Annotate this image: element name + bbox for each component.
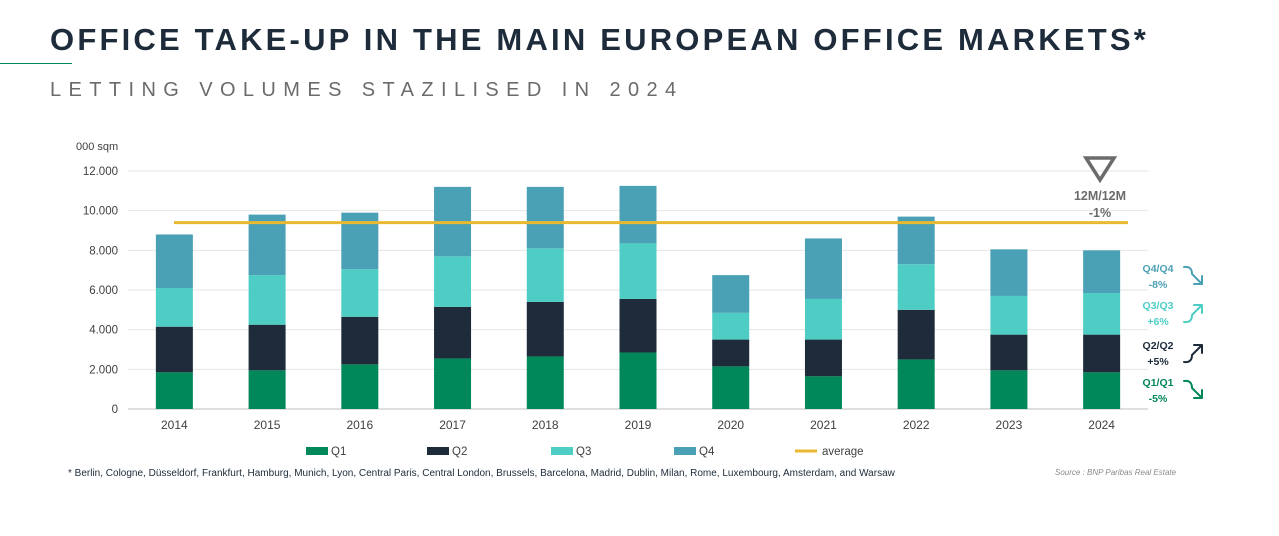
bar-segment-q1 bbox=[619, 352, 657, 409]
trend-down-arrow-icon bbox=[1183, 379, 1203, 399]
y-tick-label: 6.000 bbox=[89, 285, 118, 297]
total-change-value: -1% bbox=[1089, 206, 1111, 220]
bar-segment-q3 bbox=[619, 243, 657, 299]
bar-segment-q4 bbox=[619, 185, 657, 244]
bar-segment-q2 bbox=[526, 301, 564, 357]
y-tick-label: 2.000 bbox=[89, 364, 118, 376]
trend-up-arrow-icon bbox=[1183, 304, 1203, 324]
legend-label: Q4 bbox=[699, 446, 715, 458]
x-tick-label: 2019 bbox=[625, 418, 652, 432]
bar-segment-q3 bbox=[155, 288, 193, 327]
bar-segment-q1 bbox=[155, 372, 193, 409]
quarter-change-value: +5% bbox=[1147, 356, 1169, 368]
legend-label: Q3 bbox=[576, 446, 591, 458]
legend-swatch-q2 bbox=[427, 447, 449, 455]
bar-segment-q4 bbox=[897, 216, 935, 265]
y-axis-unit-label: 000 sqm bbox=[76, 141, 118, 153]
quarter-change-value: +6% bbox=[1147, 316, 1169, 328]
bar-segment-q2 bbox=[897, 309, 935, 360]
source-note: Source : BNP Paribas Real Estate bbox=[1055, 468, 1177, 477]
legend-swatch-q4 bbox=[674, 447, 696, 455]
bar-segment-q1 bbox=[248, 370, 286, 409]
x-tick-label: 2022 bbox=[903, 418, 930, 432]
bar-segment-q2 bbox=[619, 298, 657, 353]
legend-swatch-q1 bbox=[306, 447, 328, 455]
bar-segment-q1 bbox=[526, 356, 564, 409]
y-tick-label: 0 bbox=[112, 404, 118, 416]
page-title: OFFICE TAKE-UP IN THE MAIN EUROPEAN OFFI… bbox=[50, 22, 1149, 57]
bar-segment-q4 bbox=[526, 186, 564, 249]
bar-segment-q4 bbox=[804, 238, 842, 299]
bar-segment-q4 bbox=[248, 214, 286, 276]
legend-label: Q2 bbox=[452, 446, 467, 458]
bar-segment-q2 bbox=[248, 324, 286, 371]
bar-segment-q4 bbox=[155, 234, 193, 289]
bar-segment-q3 bbox=[248, 275, 286, 325]
quarter-change-value: -8% bbox=[1149, 279, 1168, 291]
bar-segment-q2 bbox=[1083, 334, 1121, 373]
x-tick-label: 2014 bbox=[161, 418, 188, 432]
legend-label: Q1 bbox=[331, 446, 346, 458]
down-triangle-icon bbox=[1082, 156, 1118, 184]
bar-segment-q4 bbox=[712, 275, 750, 313]
bar-segment-q3 bbox=[1083, 292, 1121, 335]
bar-segment-q4 bbox=[1083, 250, 1121, 293]
quarter-change-label: Q2/Q2 bbox=[1143, 340, 1174, 352]
bar-segment-q1 bbox=[341, 364, 379, 409]
x-tick-label: 2023 bbox=[996, 418, 1023, 432]
bar-segment-q2 bbox=[155, 326, 193, 373]
x-tick-label: 2018 bbox=[532, 418, 559, 432]
x-tick-label: 2020 bbox=[717, 418, 744, 432]
bar-segment-q1 bbox=[434, 358, 472, 409]
bar-segment-q1 bbox=[990, 370, 1028, 409]
bar-segment-q4 bbox=[990, 249, 1028, 296]
bar-segment-q2 bbox=[712, 339, 750, 367]
legend-swatch-q3 bbox=[551, 447, 573, 455]
quarter-change-label: Q3/Q3 bbox=[1143, 300, 1174, 312]
bar-segment-q3 bbox=[341, 269, 379, 317]
x-tick-label: 2021 bbox=[810, 418, 837, 432]
y-tick-label: 12.000 bbox=[83, 166, 118, 178]
y-tick-label: 4.000 bbox=[89, 325, 118, 337]
footnote: * Berlin, Cologne, Düsseldorf, Frankfurt… bbox=[68, 468, 895, 479]
bar-segment-q2 bbox=[434, 306, 472, 359]
bar-segment-q3 bbox=[526, 248, 564, 302]
quarter-change-label: Q4/Q4 bbox=[1143, 263, 1174, 275]
bar-segment-q3 bbox=[434, 256, 472, 307]
x-tick-label: 2024 bbox=[1088, 418, 1115, 432]
trend-up-arrow-icon bbox=[1183, 344, 1203, 364]
page-subtitle: LETTING VOLUMES STAZILISED IN 2024 bbox=[50, 79, 684, 101]
y-tick-label: 8.000 bbox=[89, 245, 118, 257]
bar-segment-q3 bbox=[990, 295, 1028, 335]
x-tick-label: 2015 bbox=[254, 418, 281, 432]
total-change-label: 12M/12M bbox=[1074, 189, 1126, 203]
x-tick-label: 2017 bbox=[439, 418, 466, 432]
bar-segment-q1 bbox=[1083, 372, 1121, 409]
bar-segment-q2 bbox=[341, 316, 379, 365]
bar-segment-q2 bbox=[990, 334, 1028, 371]
legend-label: average bbox=[822, 446, 864, 458]
bar-segment-q3 bbox=[712, 312, 750, 340]
quarter-change-label: Q1/Q1 bbox=[1143, 377, 1174, 389]
bar-segment-q1 bbox=[712, 366, 750, 409]
bar-segment-q2 bbox=[804, 339, 842, 377]
bar-segment-q1 bbox=[897, 359, 935, 409]
quarter-change-value: -5% bbox=[1149, 393, 1168, 405]
x-tick-label: 2016 bbox=[346, 418, 373, 432]
y-tick-label: 10.000 bbox=[83, 206, 118, 218]
bar-segment-q3 bbox=[804, 298, 842, 340]
trend-down-arrow-icon bbox=[1183, 265, 1203, 285]
title-accent-line bbox=[0, 63, 72, 64]
bar-segment-q3 bbox=[897, 264, 935, 310]
bar-segment-q1 bbox=[804, 376, 842, 409]
